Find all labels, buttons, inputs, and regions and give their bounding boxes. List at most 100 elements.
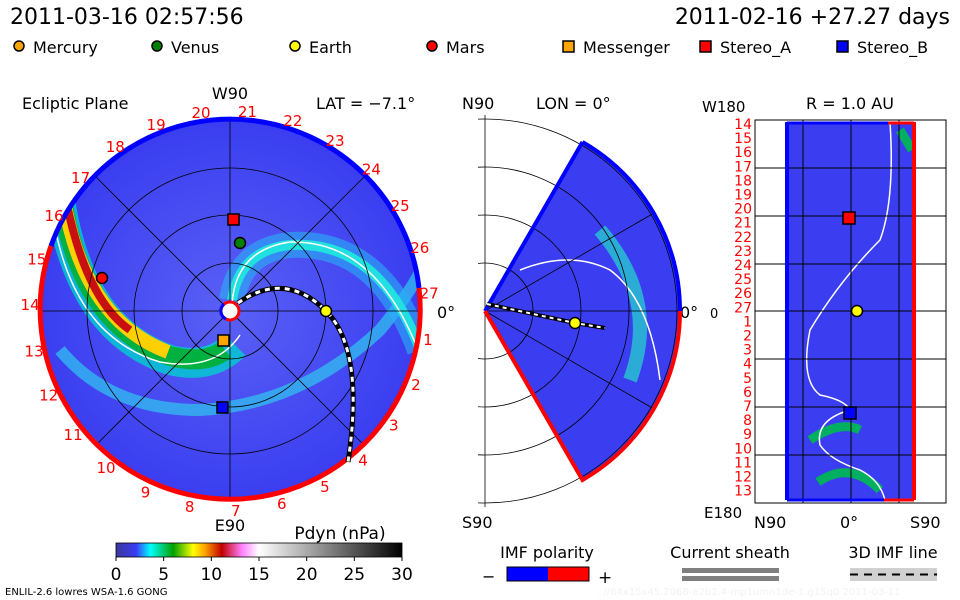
radial-0-label: 0: [710, 307, 718, 322]
stereo-a-marker-icon: [699, 40, 712, 53]
positive-polarity-swatch: [548, 567, 589, 581]
stereo-b-marker-icon: [836, 40, 849, 53]
lat-label: LAT = −7.1°: [316, 94, 415, 113]
ecliptic-boundary-negative: [48, 116, 422, 289]
colorbar-title: Pdyn (nPa): [294, 524, 385, 544]
radius-label: R = 1.0 AU: [806, 94, 894, 113]
rotation-label: 26: [410, 239, 429, 257]
mercury-marker-icon: [13, 40, 25, 52]
rotation-label: 15: [27, 250, 46, 268]
stereo-b-marker-radial: [843, 406, 857, 420]
e180-label: E180: [704, 504, 742, 522]
lon-label: LON = 0°: [536, 94, 611, 113]
run-id-footer: ..//64x15x45.2068-a2b2.4-mp1umn1de-1.g15…: [597, 587, 901, 598]
rotation-label: 22: [283, 112, 302, 130]
rotation-label: 4: [358, 451, 368, 469]
venus-marker: [233, 236, 247, 250]
rotation-label: 27: [420, 285, 439, 303]
rotation-label: 21: [238, 103, 257, 121]
colorbar-tick-label: 5: [158, 565, 169, 585]
current-sheath-swatch: [682, 568, 779, 573]
model-footer: ENLIL-2.6 lowres WSA-1.6 GONG: [5, 587, 168, 598]
colorbar-tick-label: 20: [296, 565, 318, 585]
earth-marker-icon: [289, 40, 301, 52]
minus-label: −: [482, 567, 495, 586]
rotation-label: 8: [185, 498, 195, 516]
ecliptic-boundary-positive: [37, 245, 423, 502]
radial-rotation-label: 9: [743, 427, 752, 443]
colorbar-tick-label: 15: [248, 565, 270, 585]
radial-rotation-label: 7: [743, 399, 752, 415]
rotation-label: 16: [44, 207, 63, 225]
rotation-label: 11: [64, 426, 83, 444]
radial-rotation-label: 18: [734, 173, 752, 189]
radial-current-sheath: [805, 122, 892, 500]
mars-marker-icon: [426, 40, 438, 52]
radial-rotation-label: 10: [734, 441, 752, 457]
rotation-label: 19: [147, 116, 166, 134]
plus-label: +: [598, 568, 612, 588]
legend: Mercury Venus Earth Mars Messenger Stere…: [13, 38, 928, 58]
rotation-label: 3: [389, 417, 399, 435]
radial-rotation-label: 12: [734, 470, 752, 486]
radial-rotation-label: 2: [743, 329, 752, 345]
radial-rotation-label: 13: [734, 484, 752, 500]
earth-marker: [319, 304, 333, 318]
radial-rotation-label: 1: [743, 314, 752, 330]
stereo-a-marker-radial: [842, 211, 856, 225]
radial-rotation-label: 15: [734, 131, 752, 147]
rotation-label: 10: [96, 459, 115, 477]
legend-stereo-b: Stereo_B: [857, 38, 928, 58]
rotation-label: 9: [141, 483, 151, 501]
venus-marker-icon: [151, 40, 163, 52]
stereo-a-marker: [227, 213, 240, 226]
legend-messenger: Messenger: [583, 38, 670, 57]
rotation-label: 7: [231, 502, 241, 520]
rotation-label: 13: [25, 343, 44, 361]
radial-rotation-label: 8: [743, 413, 752, 429]
radial-rotation-label: 20: [734, 202, 752, 218]
current-sheath-line: [231, 241, 419, 351]
s90-label: S90: [462, 513, 493, 532]
n90-label: N90: [462, 94, 494, 113]
rotation-label: 23: [325, 132, 344, 150]
imf-polarity-legend: IMF polarity − +: [482, 543, 612, 588]
radial-rotation-label: 19: [734, 188, 752, 204]
colorbar-tick-label: 25: [343, 565, 365, 585]
radial-rotation-label: 25: [734, 272, 752, 288]
radial-rotation-label: 17: [734, 159, 752, 175]
radial-rotation-label: 27: [734, 300, 752, 316]
imf-line-label: 3D IMF line: [848, 543, 937, 562]
colorbar: Pdyn (nPa) 0 5 10 15 20 25 30: [111, 524, 413, 585]
negative-polarity-swatch: [507, 567, 548, 581]
radial-rotation-label: 26: [734, 286, 752, 302]
legend-mercury: Mercury: [33, 38, 98, 57]
colorbar-gradient: [115, 542, 403, 558]
rotation-label: 14: [21, 296, 40, 314]
current-sheath-label: Current sheath: [670, 543, 790, 562]
imf-line-legend: 3D IMF line: [848, 543, 938, 581]
imf-polarity-label: IMF polarity: [500, 543, 594, 562]
rotation-label: 12: [39, 387, 58, 405]
radial-rotation-label: 23: [734, 244, 752, 260]
meridional-boundary-positive: [483, 310, 683, 483]
current-time: 2011-03-16 02:57:56: [10, 5, 244, 30]
radial-0deg-label: 0°: [840, 513, 858, 532]
radial-panel: R = 1.0 AU W180 E180 0 N90 0° S90 141516…: [702, 94, 947, 532]
w180-label: W180: [702, 98, 745, 116]
rotation-label: 25: [391, 197, 410, 215]
rotation-label: 24: [362, 161, 381, 179]
ecliptic-0deg-label: 0°: [437, 303, 455, 322]
meridional-0deg-label: 0°: [680, 303, 698, 322]
radial-rotation-label: 14: [734, 117, 752, 133]
mars-marker: [95, 271, 109, 285]
radial-rotation-label: 22: [734, 230, 752, 246]
rotation-label: 17: [71, 169, 90, 187]
stereo-b-marker: [216, 401, 229, 414]
radial-n90-label: N90: [754, 513, 786, 532]
legend-earth: Earth: [309, 38, 352, 57]
radial-rotation-label: 24: [734, 258, 752, 274]
radial-rotation-label: 11: [734, 455, 752, 471]
radial-s90-label: S90: [910, 513, 941, 532]
